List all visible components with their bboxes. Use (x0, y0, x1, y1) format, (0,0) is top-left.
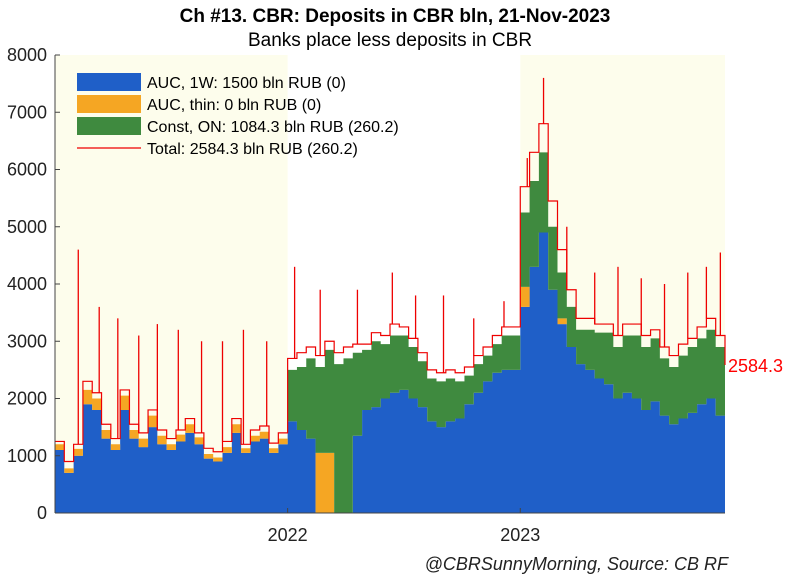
legend: AUC, 1W: 1500 bln RUB (0) AUC, thin: 0 bl… (77, 73, 399, 158)
chart-subtitle: Banks place less deposits in CBR (248, 30, 532, 51)
end-value-label: 2584.3 (728, 356, 783, 376)
y-tick-label-7000: 7000 (7, 102, 47, 122)
y-tick-label-6000: 6000 (7, 160, 47, 180)
y-tick-label-4000: 4000 (7, 274, 47, 294)
legend-label-0: AUC, 1W: 1500 bln RUB (0) (147, 75, 346, 92)
source-footer: @CBRSunnyMorning, Source: CB RF (425, 554, 729, 574)
legend-swatch-1 (77, 95, 141, 113)
x-tick-label-2022: 2022 (268, 525, 308, 545)
legend-label-3: Total: 2584.3 bln RUB (260.2) (147, 141, 358, 158)
legend-swatch-0 (77, 73, 141, 91)
y-tick-label-1000: 1000 (7, 446, 47, 466)
total-line (55, 123, 726, 463)
total-line-group (55, 77, 726, 463)
legend-swatch-2 (77, 117, 141, 135)
y-tick-label-0: 0 (37, 503, 47, 523)
tick-labels: 0 1000 2000 3000 4000 5000 6000 7000 8000 2022 202… (7, 45, 540, 545)
x-tick-label-2023: 2023 (500, 525, 540, 545)
legend-label-1: AUC, thin: 0 bln RUB (0) (147, 97, 321, 114)
y-tick-label-5000: 5000 (7, 217, 47, 237)
y-tick-label-8000: 8000 (7, 45, 47, 65)
legend-label-2: Const, ON: 1084.3 bln RUB (260.2) (147, 119, 399, 136)
y-tick-label-2000: 2000 (7, 389, 47, 409)
chart-title: Ch #13. CBR: Deposits in CBR bln, 21-Nov… (180, 6, 611, 27)
y-tick-label-3000: 3000 (7, 331, 47, 351)
